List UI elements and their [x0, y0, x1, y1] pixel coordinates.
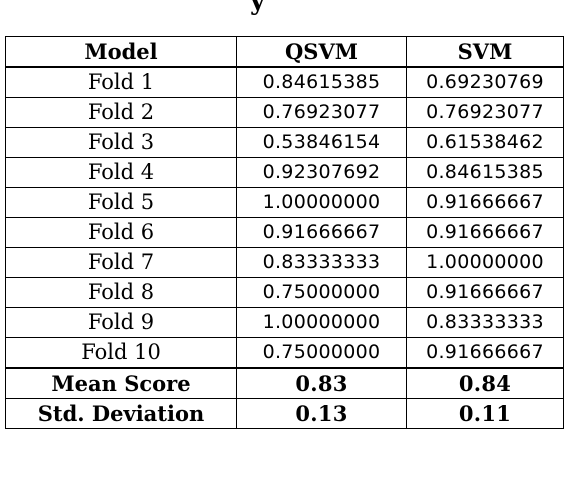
svm-score: 0.61538462 — [406, 127, 564, 158]
qsvm-score: 1.00000000 — [236, 307, 407, 338]
qsvm-score: 1.00000000 — [236, 187, 407, 218]
table-row: Fold 9 1.00000000 0.83333333 — [5, 307, 564, 338]
row-label: Fold 2 — [5, 97, 237, 128]
qsvm-score: 0.91666667 — [236, 217, 407, 248]
svm-score: 0.76923077 — [406, 97, 564, 128]
svm-score: 0.69230769 — [406, 66, 564, 98]
qsvm-score: 0.92307692 — [236, 157, 407, 188]
row-label: Std. Deviation — [5, 398, 237, 429]
svm-score: 0.91666667 — [406, 217, 564, 248]
table-row: Fold 1 0.84615385 0.69230769 — [5, 66, 564, 98]
column-header-model: Model — [5, 36, 237, 68]
qsvm-mean: 0.83 — [236, 367, 407, 399]
qsvm-score: 0.84615385 — [236, 66, 407, 98]
svm-score: 0.91666667 — [406, 277, 564, 308]
svm-score: 0.91666667 — [406, 337, 564, 369]
table-row: Fold 7 0.83333333 1.00000000 — [5, 247, 564, 278]
qsvm-score: 0.53846154 — [236, 127, 407, 158]
table-row: Fold 4 0.92307692 0.84615385 — [5, 157, 564, 188]
row-label: Fold 6 — [5, 217, 237, 248]
row-label: Fold 3 — [5, 127, 237, 158]
svm-std: 0.11 — [406, 398, 564, 429]
row-label: Fold 1 — [5, 66, 237, 98]
mean-score-row: Mean Score 0.83 0.84 — [5, 367, 564, 399]
row-label: Fold 4 — [5, 157, 237, 188]
svm-score: 0.83333333 — [406, 307, 564, 338]
qsvm-std: 0.13 — [236, 398, 407, 429]
column-header-qsvm: QSVM — [236, 36, 407, 68]
row-label: Fold 8 — [5, 277, 237, 308]
table-row: Fold 2 0.76923077 0.76923077 — [5, 97, 564, 128]
table-row: Fold 5 1.00000000 0.91666667 — [5, 187, 564, 218]
qsvm-score: 0.75000000 — [236, 337, 407, 369]
table-row: Fold 10 0.75000000 0.91666667 — [5, 337, 564, 369]
table-row: Fold 3 0.53846154 0.61538462 — [5, 127, 564, 158]
row-label: Mean Score — [5, 367, 237, 399]
column-header-svm: SVM — [406, 36, 564, 68]
table-caption-fragment: y — [250, 0, 266, 16]
results-table: Model QSVM SVM Fold 1 0.84615385 0.69230… — [5, 36, 564, 429]
qsvm-score: 0.83333333 — [236, 247, 407, 278]
svm-score: 0.91666667 — [406, 187, 564, 218]
row-label: Fold 7 — [5, 247, 237, 278]
row-label: Fold 9 — [5, 307, 237, 338]
qsvm-score: 0.75000000 — [236, 277, 407, 308]
table-row: Fold 8 0.75000000 0.91666667 — [5, 277, 564, 308]
table-row: Fold 6 0.91666667 0.91666667 — [5, 217, 564, 248]
qsvm-score: 0.76923077 — [236, 97, 407, 128]
row-label: Fold 5 — [5, 187, 237, 218]
svm-score: 0.84615385 — [406, 157, 564, 188]
std-deviation-row: Std. Deviation 0.13 0.11 — [5, 398, 564, 429]
row-label: Fold 10 — [5, 337, 237, 369]
svm-mean: 0.84 — [406, 367, 564, 399]
svm-score: 1.00000000 — [406, 247, 564, 278]
header-row: Model QSVM SVM — [5, 36, 564, 68]
